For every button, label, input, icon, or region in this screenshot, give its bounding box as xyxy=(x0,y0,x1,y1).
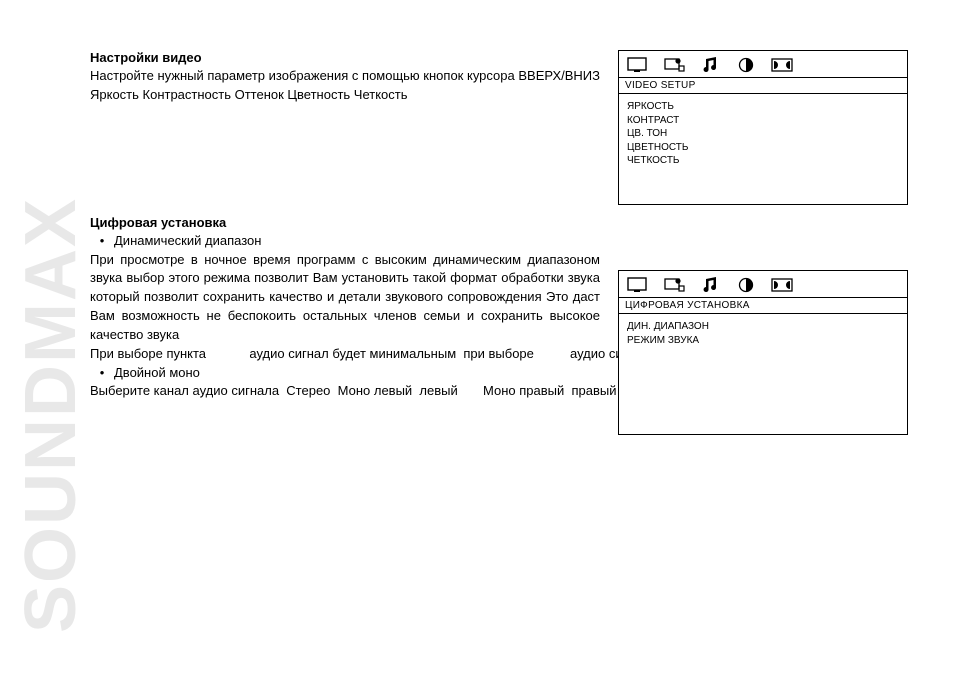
bullet-item: • Динамический диапазон xyxy=(90,232,600,251)
paragraph: При выборе пункта аудио сигнал будет мин… xyxy=(90,345,600,364)
section-body: Настройте нужный параметр изображения с … xyxy=(90,67,600,105)
menu-icon-row xyxy=(619,271,907,297)
menu-header: ЦИФРОВАЯ УСТАНОВКА xyxy=(619,297,907,314)
section-video-settings: Настройки видео Настройте нужный парамет… xyxy=(90,50,600,105)
menu-items-list: ДИН. ДИАПАЗОН РЕЖИМ ЗВУКА xyxy=(619,314,907,353)
menu-item[interactable]: КОНТРАСТ xyxy=(627,114,899,128)
speaker-icon xyxy=(663,277,685,293)
osd-menu-digital-setup: ЦИФРОВАЯ УСТАНОВКА ДИН. ДИАПАЗОН РЕЖИМ З… xyxy=(618,270,908,435)
monitor-icon xyxy=(627,277,649,293)
menu-item[interactable]: ДИН. ДИАПАЗОН xyxy=(627,320,899,334)
contrast-icon xyxy=(735,57,757,73)
bullet-text: Динамический диапазон xyxy=(114,232,600,251)
dolby-icon xyxy=(771,57,793,73)
menu-header: VIDEO SETUP xyxy=(619,77,907,94)
paragraph: При просмотре в ночное время программ с … xyxy=(90,251,600,345)
menu-icon-row xyxy=(619,51,907,77)
section-title: Настройки видео xyxy=(90,50,600,65)
music-note-icon xyxy=(699,57,721,73)
menu-item[interactable]: ЦВЕТНОСТЬ xyxy=(627,141,899,155)
brand-watermark: SOUNDMAX xyxy=(10,197,92,633)
monitor-icon xyxy=(627,57,649,73)
menu-items-list: ЯРКОСТЬ КОНТРАСТ ЦВ. ТОН ЦВЕТНОСТЬ ЧЕТКО… xyxy=(619,94,907,174)
section-title: Цифровая установка xyxy=(90,215,600,230)
music-note-icon xyxy=(699,277,721,293)
osd-menu-video-setup: VIDEO SETUP ЯРКОСТЬ КОНТРАСТ ЦВ. ТОН ЦВЕ… xyxy=(618,50,908,205)
contrast-icon xyxy=(735,277,757,293)
bullet-marker: • xyxy=(90,364,114,383)
bullet-marker: • xyxy=(90,232,114,251)
speaker-icon xyxy=(663,57,685,73)
menu-item[interactable]: ЯРКОСТЬ xyxy=(627,100,899,114)
dolby-icon xyxy=(771,277,793,293)
menu-item[interactable]: ЦВ. ТОН xyxy=(627,127,899,141)
menu-item[interactable]: РЕЖИМ ЗВУКА xyxy=(627,334,899,348)
menu-item[interactable]: ЧЕТКОСТЬ xyxy=(627,154,899,168)
